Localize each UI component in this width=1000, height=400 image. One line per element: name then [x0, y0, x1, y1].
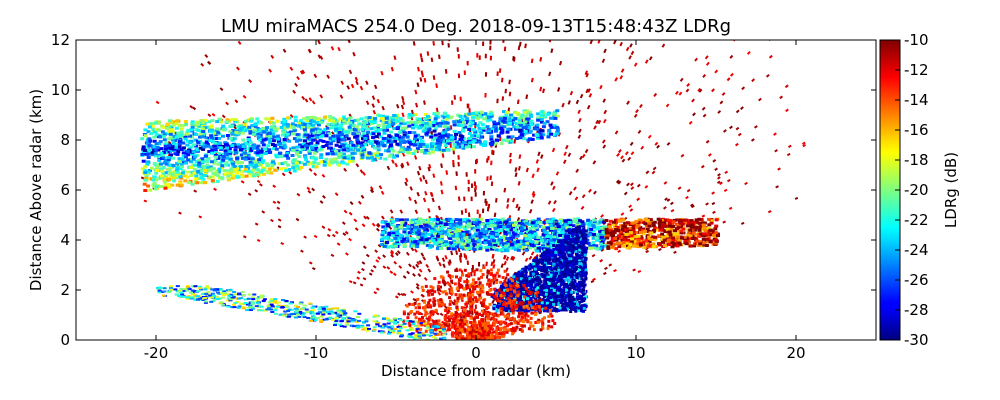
- y-tick-label: 6: [60, 181, 70, 199]
- colorbar-label: LDRg (dB): [942, 152, 960, 228]
- colorbar-tick-label: -30: [904, 331, 929, 349]
- x-tick-label: 0: [471, 344, 481, 362]
- ldr-data-layer: [140, 40, 807, 340]
- chart-title: LMU miraMACS 254.0 Deg. 2018-09-13T15:48…: [221, 16, 731, 37]
- y-tick-label: 2: [60, 281, 70, 299]
- colorbar: -10 -12 -14 -16 -18 -20 -22 -24 -26 -28 -30: [879, 31, 929, 349]
- x-tick-label: -10: [304, 344, 329, 362]
- y-axis: 0 2 4 6 8 10 12: [51, 31, 876, 349]
- x-tick-label: 10: [626, 344, 645, 362]
- colorbar-tick-label: -16: [904, 121, 929, 139]
- colorbar-tick-label: -26: [904, 271, 929, 289]
- x-tick-label: 20: [786, 344, 805, 362]
- colorbar-tick-label: -18: [904, 151, 929, 169]
- colorbar-tick-label: -20: [904, 181, 929, 199]
- colorbar-tick-label: -12: [904, 61, 929, 79]
- colorbar-tick-label: -24: [904, 241, 929, 259]
- x-axis: -20 -10 0 10 20: [144, 40, 806, 362]
- y-tick-label: 10: [51, 81, 70, 99]
- colorbar-tick-label: -22: [904, 211, 929, 229]
- colorbar-tick-label: -28: [904, 301, 929, 319]
- y-tick-label: 8: [60, 131, 70, 149]
- x-axis-label: Distance from radar (km): [381, 362, 571, 380]
- y-axis-label: Distance Above radar (km): [27, 89, 45, 291]
- y-tick-label: 0: [60, 331, 70, 349]
- x-tick-label: -20: [144, 344, 169, 362]
- colorbar-tick-label: -10: [904, 31, 929, 49]
- y-tick-label: 4: [60, 231, 70, 249]
- y-tick-label: 12: [51, 31, 70, 49]
- colorbar-tick-label: -14: [904, 91, 929, 109]
